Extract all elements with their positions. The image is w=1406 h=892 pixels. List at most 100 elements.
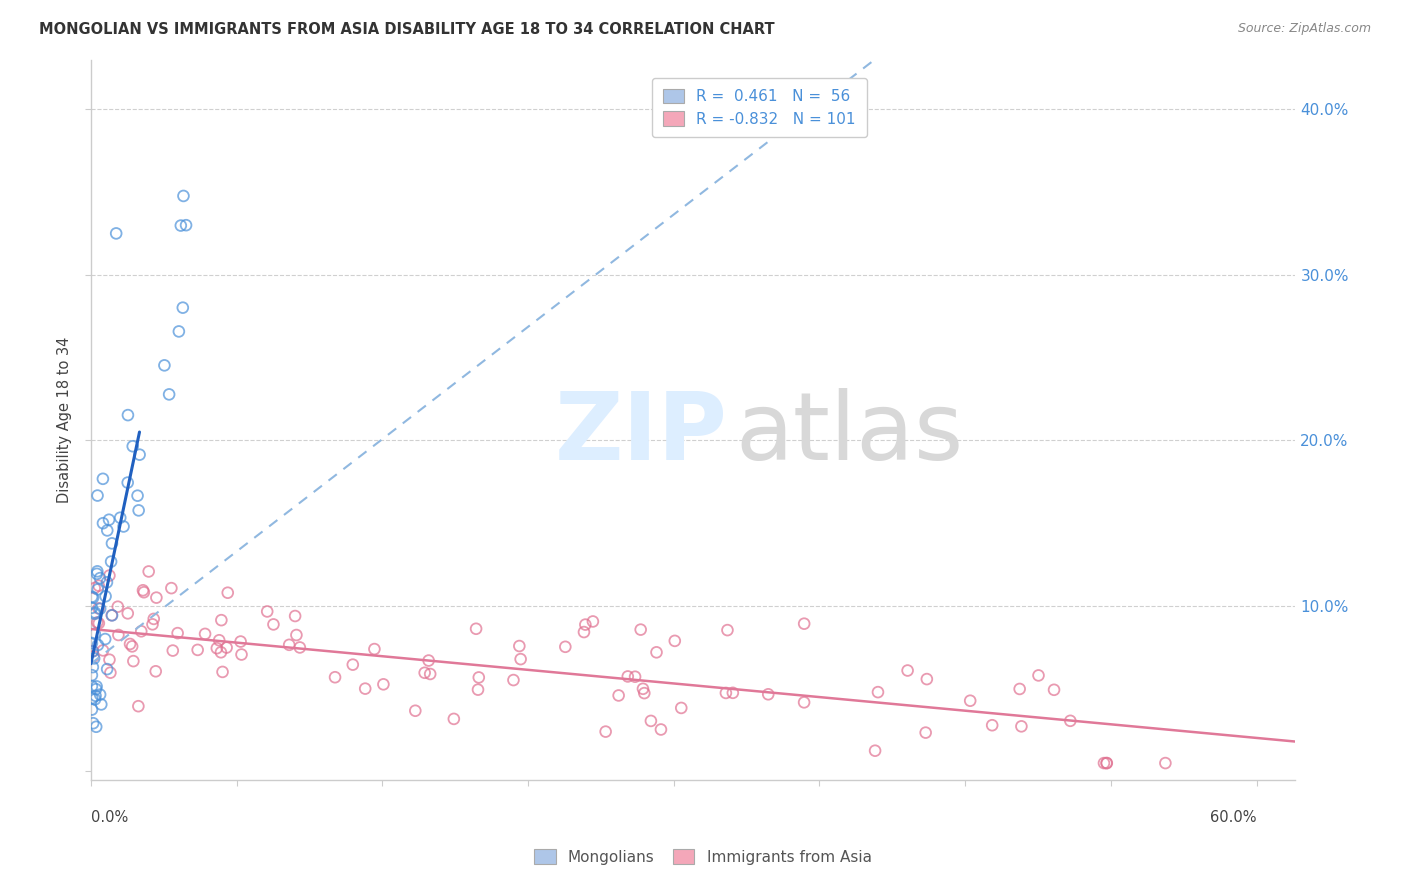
Point xyxy=(82,660,104,674)
Point xyxy=(86,615,108,630)
Point xyxy=(509,652,531,666)
Point xyxy=(91,472,114,486)
Point xyxy=(288,640,311,655)
Point xyxy=(650,723,672,737)
Point xyxy=(101,536,124,550)
Point xyxy=(100,665,122,680)
Point xyxy=(863,744,886,758)
Point xyxy=(91,643,114,657)
Point xyxy=(100,555,122,569)
Point xyxy=(83,607,105,621)
Point xyxy=(86,566,108,581)
Point xyxy=(98,513,121,527)
Point xyxy=(84,692,107,706)
Point xyxy=(145,665,167,679)
Point xyxy=(117,475,139,490)
Point xyxy=(82,716,104,731)
Point xyxy=(118,637,141,651)
Point xyxy=(1092,756,1115,770)
Point xyxy=(121,439,143,453)
Point xyxy=(914,725,936,739)
Point xyxy=(284,609,307,624)
Point xyxy=(756,687,779,701)
Text: 0.0%: 0.0% xyxy=(91,810,128,825)
Legend: R =  0.461   N =  56, R = -0.832   N = 101: R = 0.461 N = 56, R = -0.832 N = 101 xyxy=(652,78,866,137)
Point xyxy=(404,704,426,718)
Point xyxy=(1095,756,1118,770)
Point xyxy=(373,677,395,691)
Point xyxy=(105,227,128,241)
Point xyxy=(354,681,377,696)
Point xyxy=(630,623,652,637)
Point xyxy=(84,720,107,734)
Point xyxy=(915,672,938,686)
Point xyxy=(231,648,253,662)
Point xyxy=(84,682,107,697)
Point xyxy=(215,640,238,655)
Point xyxy=(86,679,108,693)
Point xyxy=(80,600,103,615)
Point xyxy=(94,632,117,646)
Point xyxy=(413,665,436,680)
Point xyxy=(166,626,188,640)
Point xyxy=(127,699,149,714)
Point xyxy=(132,583,155,598)
Point xyxy=(86,565,108,579)
Point xyxy=(132,585,155,599)
Point xyxy=(217,585,239,599)
Point xyxy=(170,219,193,233)
Point xyxy=(209,613,232,627)
Point xyxy=(80,636,103,650)
Point xyxy=(981,718,1004,732)
Point xyxy=(84,606,107,620)
Point xyxy=(162,643,184,657)
Point xyxy=(96,524,118,538)
Point xyxy=(468,670,491,684)
Point xyxy=(117,607,139,621)
Point xyxy=(342,657,364,672)
Text: 60.0%: 60.0% xyxy=(1211,810,1257,825)
Point xyxy=(87,616,110,631)
Point xyxy=(82,644,104,658)
Point xyxy=(82,644,104,658)
Point xyxy=(671,701,693,715)
Point xyxy=(89,688,111,702)
Point xyxy=(793,616,815,631)
Point xyxy=(83,581,105,595)
Point xyxy=(94,589,117,603)
Point xyxy=(1043,682,1066,697)
Point xyxy=(128,448,150,462)
Point xyxy=(82,591,104,605)
Point xyxy=(127,489,149,503)
Point xyxy=(112,519,135,533)
Point xyxy=(419,667,441,681)
Point xyxy=(87,582,110,597)
Point xyxy=(90,698,112,712)
Legend: Mongolians, Immigrants from Asia: Mongolians, Immigrants from Asia xyxy=(529,843,877,871)
Point xyxy=(121,640,143,654)
Text: ZIP: ZIP xyxy=(555,388,727,480)
Point xyxy=(664,633,686,648)
Point xyxy=(633,686,655,700)
Point xyxy=(167,325,190,339)
Point xyxy=(443,712,465,726)
Point xyxy=(363,642,385,657)
Text: Source: ZipAtlas.com: Source: ZipAtlas.com xyxy=(1237,22,1371,36)
Point xyxy=(572,625,595,640)
Point xyxy=(157,387,180,401)
Point xyxy=(714,686,737,700)
Point xyxy=(87,601,110,615)
Point xyxy=(98,653,121,667)
Point xyxy=(82,649,104,664)
Point xyxy=(174,218,197,232)
Point xyxy=(80,679,103,693)
Point xyxy=(1008,681,1031,696)
Point xyxy=(278,638,301,652)
Point xyxy=(98,568,121,582)
Point xyxy=(80,702,103,716)
Point xyxy=(793,695,815,709)
Point xyxy=(101,608,124,623)
Point xyxy=(645,645,668,659)
Point xyxy=(617,669,640,683)
Point xyxy=(117,408,139,422)
